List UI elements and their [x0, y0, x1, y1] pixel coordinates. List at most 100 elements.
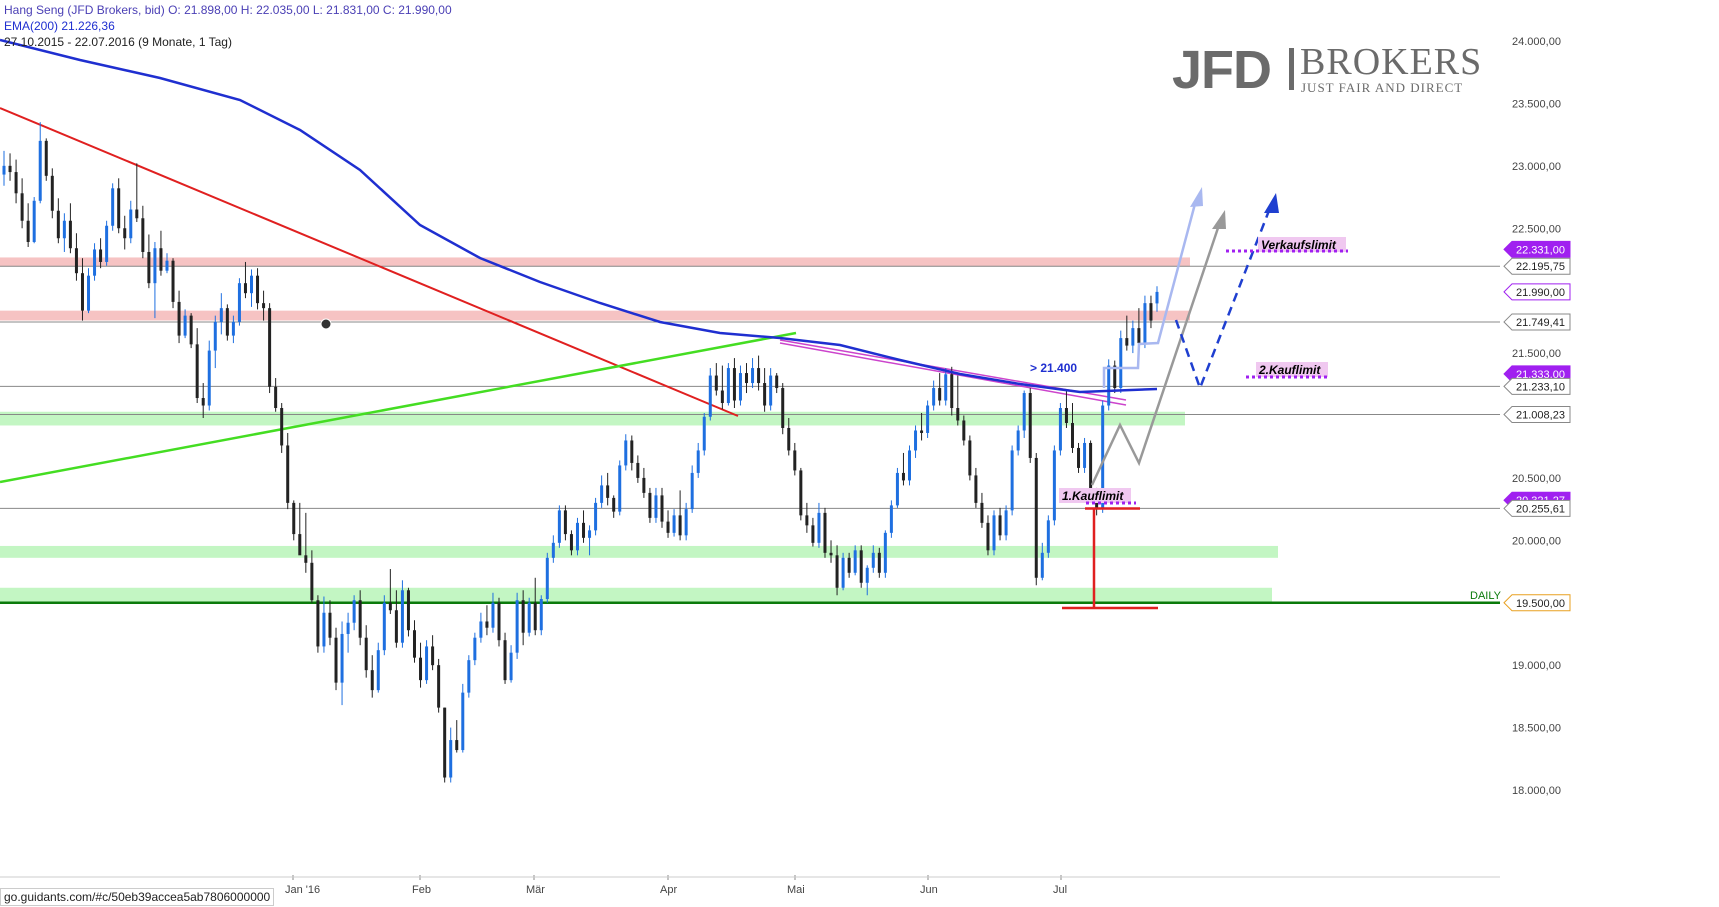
candle-body: [582, 522, 586, 538]
candle-body: [473, 637, 477, 661]
candle-body: [20, 193, 24, 221]
candle-body: [189, 315, 193, 345]
candle-body: [1149, 303, 1153, 321]
candle-body: [50, 175, 54, 211]
sell-limit-label: Verkaufslimit: [1261, 238, 1337, 252]
projection-gray-arrowhead: [1212, 210, 1226, 229]
chart-url[interactable]: go.guidants.com/#c/50eb39accea5ab7806000…: [0, 888, 275, 906]
candle-body: [877, 552, 881, 573]
candle-body: [183, 315, 187, 336]
support-zone: [0, 545, 1278, 558]
candle-body: [702, 416, 706, 451]
projection-light-arrow: [1102, 199, 1198, 388]
candle-body: [419, 657, 423, 681]
candle-body: [2, 165, 6, 175]
candle-body: [99, 249, 103, 262]
downtrend-line: [0, 107, 739, 417]
candle-body: [286, 445, 290, 503]
candle-body: [165, 260, 169, 271]
candle-body: [751, 368, 755, 384]
candle-body: [914, 430, 918, 451]
candle-body: [950, 374, 954, 409]
alert-marker: [320, 318, 332, 330]
candle-body: [376, 650, 380, 691]
candle-body: [968, 440, 972, 476]
price-tag-label: 19.500,00: [1516, 598, 1565, 610]
candle-body: [455, 740, 459, 751]
candle-body: [400, 590, 404, 643]
candle-body: [292, 502, 296, 535]
candle-body: [497, 602, 501, 641]
candle-body: [986, 522, 990, 551]
candle-body: [823, 512, 827, 553]
candle-body: [907, 450, 911, 481]
candle-body: [1046, 520, 1050, 553]
candle-body: [316, 600, 320, 647]
candle-body: [352, 600, 356, 623]
candle-body: [93, 249, 97, 276]
price-tag-bg: [1503, 594, 1571, 612]
candle-body: [708, 375, 712, 417]
candle-body: [195, 344, 199, 399]
candle-body: [974, 475, 978, 503]
candle-body: [177, 301, 181, 336]
candle-body: [781, 388, 785, 428]
candle-body: [171, 260, 175, 302]
candle-body: [648, 492, 652, 518]
candle-body: [901, 472, 905, 481]
candle-body: [998, 515, 1002, 536]
candle-body: [769, 375, 773, 406]
candle-body: [443, 707, 447, 778]
resistance-zone: [0, 257, 1190, 267]
candle-body: [62, 220, 66, 239]
daily-label: DAILY: [1470, 590, 1502, 602]
projection-dashed-arrow: [1174, 207, 1272, 392]
candle-body: [618, 465, 622, 512]
candle-body: [207, 350, 211, 406]
price-tag-bg: [1503, 377, 1571, 395]
candle-body: [80, 273, 84, 311]
candle-body: [26, 220, 30, 242]
candle-body: [1040, 552, 1044, 578]
candle-body: [545, 557, 549, 600]
buy-limit-1-label-bg: [1059, 488, 1131, 503]
legend-range: 27.10.2015 - 22.07.2016 (9 Monate, 1 Tag…: [4, 35, 232, 49]
candle-body: [274, 386, 278, 409]
price-axis-bg: [1500, 0, 1719, 907]
candle-body: [1022, 393, 1026, 431]
candle-body: [56, 210, 60, 239]
candle-body: [1083, 442, 1087, 468]
candle-body: [1034, 457, 1038, 578]
candle-body: [1107, 365, 1111, 406]
candle-body: [757, 368, 761, 384]
candle-body: [280, 408, 284, 446]
candle-body: [1016, 430, 1020, 451]
price-tag-bg: [1503, 405, 1571, 423]
candle-body: [575, 522, 579, 551]
logo-divider: [1289, 48, 1294, 90]
candle-body: [1070, 422, 1074, 448]
x-month-label: Feb: [412, 884, 431, 896]
candle-body: [666, 521, 670, 533]
candle-body: [129, 209, 133, 239]
candle-body: [298, 534, 302, 556]
candle-body: [672, 515, 676, 533]
channel-line-lower: [779, 342, 1127, 406]
price-tag-label: 22.195,75: [1516, 261, 1565, 273]
price-tag-label: 21.008,23: [1516, 409, 1565, 421]
price-tag-label: 21.233,10: [1516, 381, 1565, 393]
candle-body: [835, 555, 839, 588]
candle-body: [388, 602, 392, 611]
candle-body: [690, 472, 694, 510]
candle-body: [889, 505, 893, 533]
ema200-line: [0, 38, 1158, 394]
uptrend-line: [0, 331, 797, 484]
candle-body: [123, 228, 127, 239]
candle-body: [726, 368, 730, 404]
candle-body: [932, 388, 936, 406]
y-tick-label: 18.000,00: [1512, 785, 1561, 797]
candle-body: [147, 251, 151, 284]
y-tick-label: 20.000,00: [1512, 535, 1561, 547]
legend-symbol: Hang Seng (JFD Brokers, bid) O: 21.898,0…: [4, 3, 452, 17]
candle-body: [521, 600, 525, 633]
